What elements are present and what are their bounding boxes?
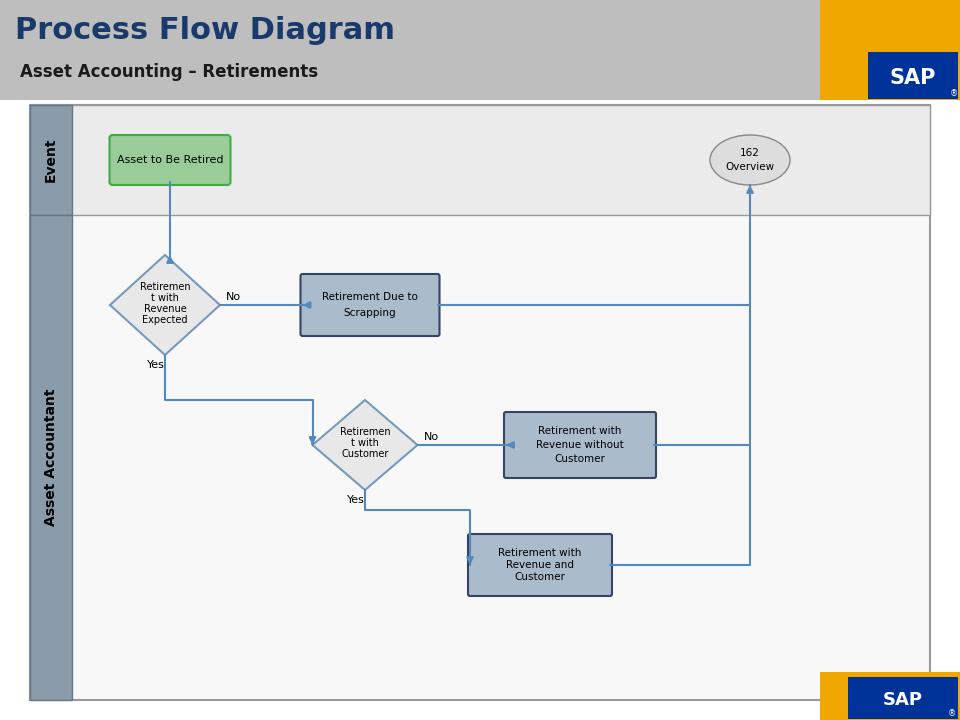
Text: SAP: SAP bbox=[890, 68, 936, 88]
FancyBboxPatch shape bbox=[30, 215, 72, 700]
FancyBboxPatch shape bbox=[820, 0, 960, 100]
FancyBboxPatch shape bbox=[820, 672, 960, 720]
Text: ®: ® bbox=[949, 89, 958, 99]
Text: Revenue: Revenue bbox=[144, 304, 186, 314]
Polygon shape bbox=[313, 400, 418, 490]
Polygon shape bbox=[868, 52, 958, 99]
Text: Yes: Yes bbox=[347, 495, 365, 505]
Text: Process Flow Diagram: Process Flow Diagram bbox=[15, 16, 395, 45]
Text: Retirement with: Retirement with bbox=[498, 548, 582, 558]
Ellipse shape bbox=[710, 135, 790, 185]
Text: Retirement with: Retirement with bbox=[539, 426, 622, 436]
FancyBboxPatch shape bbox=[30, 105, 72, 215]
Text: Retiremen: Retiremen bbox=[340, 427, 391, 437]
FancyBboxPatch shape bbox=[109, 135, 230, 185]
Text: Expected: Expected bbox=[142, 315, 188, 325]
Text: Customer: Customer bbox=[515, 572, 565, 582]
Text: t with: t with bbox=[351, 438, 379, 448]
FancyBboxPatch shape bbox=[468, 534, 612, 596]
Text: Customer: Customer bbox=[555, 454, 606, 464]
FancyBboxPatch shape bbox=[504, 412, 656, 478]
Text: Asset Accounting – Retirements: Asset Accounting – Retirements bbox=[20, 63, 318, 81]
Text: 162: 162 bbox=[740, 148, 760, 158]
Text: Asset to Be Retired: Asset to Be Retired bbox=[117, 155, 224, 165]
FancyBboxPatch shape bbox=[300, 274, 440, 336]
Polygon shape bbox=[110, 255, 220, 355]
Text: Revenue and: Revenue and bbox=[506, 560, 574, 570]
Text: ®: ® bbox=[948, 709, 956, 719]
Text: Revenue without: Revenue without bbox=[536, 440, 624, 450]
Text: Asset Accountant: Asset Accountant bbox=[44, 389, 58, 526]
Polygon shape bbox=[848, 677, 958, 719]
Text: Retirement Due to: Retirement Due to bbox=[322, 292, 418, 302]
FancyBboxPatch shape bbox=[0, 0, 960, 100]
FancyBboxPatch shape bbox=[30, 105, 930, 215]
Text: Yes: Yes bbox=[147, 360, 165, 370]
Text: Customer: Customer bbox=[342, 449, 389, 459]
Text: t with: t with bbox=[151, 293, 179, 303]
Text: No: No bbox=[226, 292, 241, 302]
Text: Retiremen: Retiremen bbox=[140, 282, 190, 292]
Text: SAP: SAP bbox=[883, 691, 923, 709]
Text: Overview: Overview bbox=[726, 162, 775, 172]
Text: Event: Event bbox=[44, 138, 58, 182]
Text: Scrapping: Scrapping bbox=[344, 308, 396, 318]
FancyBboxPatch shape bbox=[30, 105, 930, 700]
Text: No: No bbox=[423, 432, 439, 442]
